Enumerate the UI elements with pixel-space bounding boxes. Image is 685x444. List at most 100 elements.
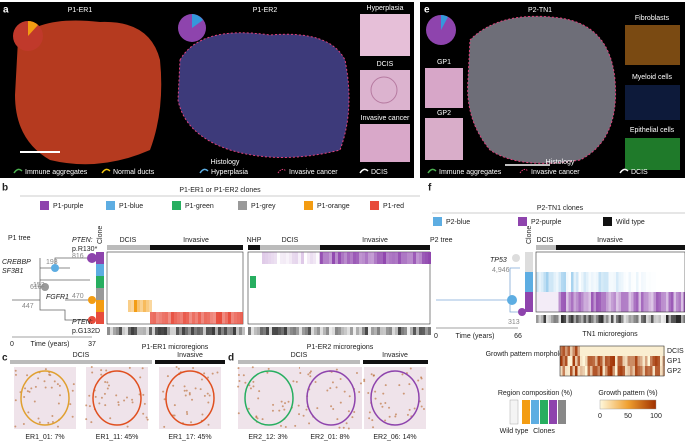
- cell-dot: [298, 413, 301, 416]
- cell: [239, 327, 242, 335]
- duct-outline: [165, 370, 215, 426]
- tree-node: [88, 316, 96, 324]
- cell: [585, 366, 588, 376]
- cell: [627, 356, 630, 366]
- cell-dot: [339, 401, 342, 404]
- cell: [308, 327, 311, 335]
- cell: [383, 252, 386, 264]
- channel-label: Fibroblasts: [635, 15, 670, 22]
- cell-dot: [363, 378, 366, 381]
- cell-dot: [131, 401, 134, 404]
- cell: [183, 312, 186, 324]
- cell-dot: [125, 396, 128, 399]
- cell: [658, 315, 661, 323]
- cell: [383, 327, 386, 335]
- cell: [551, 315, 554, 323]
- cell: [350, 327, 353, 335]
- cell: [632, 366, 635, 376]
- cell: [541, 272, 544, 292]
- cell: [575, 366, 578, 376]
- cell-dot: [359, 382, 362, 385]
- cell: [627, 346, 630, 356]
- cell-dot: [26, 390, 29, 393]
- cell: [425, 252, 428, 264]
- cell: [284, 327, 287, 335]
- cell: [637, 366, 640, 376]
- cell: [344, 327, 347, 335]
- header-label: DCIS: [73, 352, 90, 359]
- cell-dot: [207, 401, 210, 404]
- cell: [630, 366, 633, 376]
- cell: [543, 272, 546, 292]
- cell: [570, 356, 573, 366]
- cell-dot: [172, 384, 175, 387]
- cell-dot: [94, 395, 97, 398]
- header-label: Invasive: [183, 237, 209, 244]
- cell: [626, 315, 629, 323]
- cell-dot: [48, 373, 51, 376]
- cell-dot: [279, 424, 282, 427]
- cell: [389, 252, 392, 264]
- cell: [176, 327, 179, 335]
- cell: [622, 356, 625, 366]
- cell: [113, 327, 116, 335]
- header-bar: [107, 245, 150, 250]
- cell: [353, 252, 356, 264]
- key-label: Wild type: [500, 428, 529, 435]
- cell-dot: [309, 375, 312, 378]
- header-label: Invasive: [597, 237, 623, 244]
- cell-dot: [255, 416, 258, 419]
- cell: [651, 315, 654, 323]
- cell-dot: [351, 416, 354, 419]
- cell: [650, 356, 653, 366]
- cell-dot: [338, 426, 341, 429]
- cell: [602, 366, 605, 376]
- cell: [597, 356, 600, 366]
- branch-label: 193: [46, 259, 58, 266]
- cell: [622, 346, 625, 356]
- header-bar: [248, 245, 260, 250]
- cell: [290, 327, 293, 335]
- cell-dot: [252, 385, 255, 388]
- cell: [646, 272, 649, 292]
- frame: [535, 251, 685, 313]
- cell: [624, 272, 627, 292]
- cell: [626, 292, 629, 312]
- legend-title: Histology: [546, 159, 575, 166]
- cell: [635, 356, 638, 366]
- cell: [588, 292, 591, 312]
- cell: [368, 327, 371, 335]
- cell: [573, 292, 576, 312]
- cell: [643, 315, 646, 323]
- caption: ER2_06: 14%: [373, 434, 416, 441]
- cell: [566, 315, 569, 323]
- axis-label: 66: [514, 333, 522, 340]
- cell: [601, 272, 604, 292]
- cell: [611, 315, 614, 323]
- cell: [576, 315, 579, 323]
- cell: [637, 356, 640, 366]
- duct-outline: [306, 370, 356, 426]
- legend-title: P1-ER1 or P1-ER2 clones: [179, 187, 261, 194]
- cell-dot: [58, 394, 61, 397]
- cell: [251, 327, 254, 335]
- legend-title: P2-TN1 clones: [537, 205, 584, 212]
- key-bar: [549, 400, 557, 424]
- cell: [359, 252, 362, 264]
- cell-dot: [384, 384, 387, 387]
- cell: [326, 327, 329, 335]
- cell: [600, 356, 603, 366]
- legend-label: P1-red: [383, 203, 404, 210]
- cell: [155, 327, 158, 335]
- cell: [556, 292, 559, 312]
- cell: [304, 252, 307, 264]
- cell: [395, 327, 398, 335]
- cell-dot: [106, 387, 109, 390]
- cell: [356, 327, 359, 335]
- cell: [603, 292, 606, 312]
- cell: [254, 327, 257, 335]
- cell-dot: [401, 373, 404, 376]
- tree-title: P2 tree: [430, 237, 453, 244]
- branch-label: 616: [30, 284, 42, 291]
